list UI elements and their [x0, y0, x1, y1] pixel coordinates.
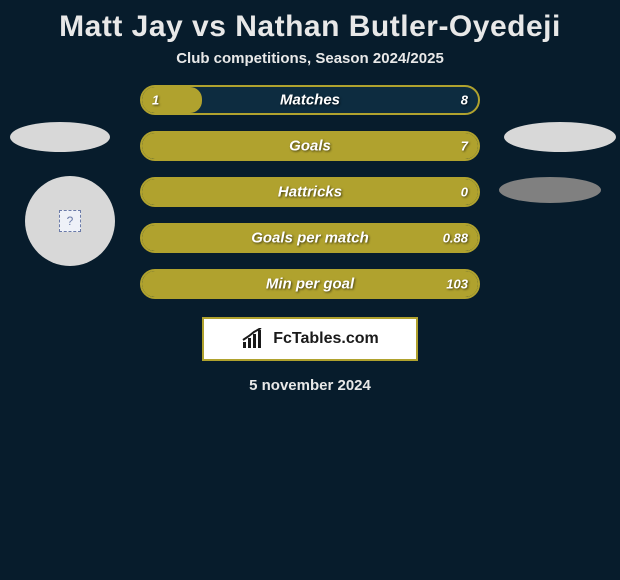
stat-right-value: 7	[461, 139, 468, 154]
page-subtitle: Club competitions, Season 2024/2025	[0, 50, 620, 85]
avatar: ?	[25, 176, 115, 266]
stat-right-value: 0.88	[443, 231, 468, 246]
stat-row: Goals per match 0.88	[140, 223, 480, 253]
decor-ellipse-right-bottom	[499, 177, 601, 203]
stat-label: Matches	[280, 92, 340, 109]
stat-row: Hattricks 0	[140, 177, 480, 207]
date-line: 5 november 2024	[0, 377, 620, 394]
comparison-card: Matt Jay vs Nathan Butler-Oyedeji Club c…	[0, 0, 620, 580]
stat-right-value: 103	[446, 277, 468, 292]
brand-text: FcTables.com	[273, 330, 379, 348]
stat-label: Min per goal	[266, 276, 354, 293]
brand-chart-icon	[241, 328, 267, 350]
decor-ellipse-left	[10, 122, 110, 152]
stat-left-value: 1	[152, 93, 159, 108]
stat-label: Goals	[289, 138, 331, 155]
stat-right-value: 8	[461, 93, 468, 108]
stat-label: Goals per match	[251, 230, 369, 247]
stat-row: Goals 7	[140, 131, 480, 161]
page-title: Matt Jay vs Nathan Butler-Oyedeji	[0, 0, 620, 50]
decor-ellipse-right-top	[504, 122, 616, 152]
stat-row: Min per goal 103	[140, 269, 480, 299]
brand-box[interactable]: FcTables.com	[202, 317, 418, 361]
stat-bars: 1 Matches 8 Goals 7 Hattricks 0 Goals per match…	[140, 85, 480, 299]
stat-right-value: 0	[461, 185, 468, 200]
stat-label: Hattricks	[278, 184, 342, 201]
stat-row: 1 Matches 8	[140, 85, 480, 115]
avatar-placeholder-icon: ?	[59, 210, 81, 232]
